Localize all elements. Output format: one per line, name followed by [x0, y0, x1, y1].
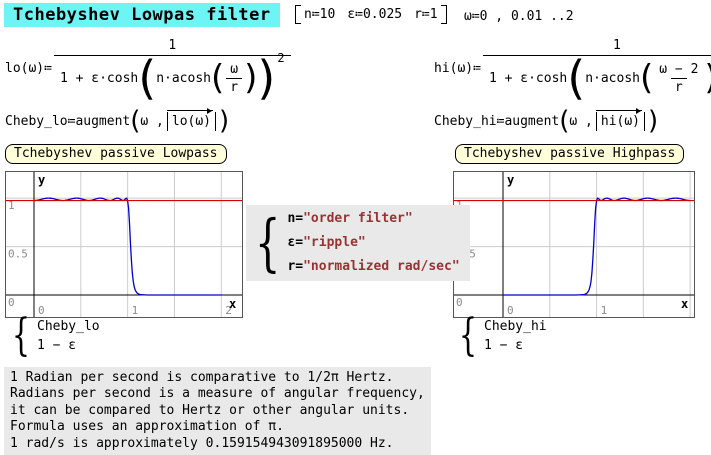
hi-lhs: hi(ω)≔	[434, 60, 481, 76]
open-paren: (	[559, 106, 570, 136]
trace-label-cheby-lo: Cheby_lo	[37, 318, 100, 334]
svg-text:2: 2	[694, 304, 695, 317]
trace-label-one-minus-eps: 1 − ε	[37, 337, 77, 353]
legend-var-r: r	[287, 259, 296, 274]
svg-text:1: 1	[132, 304, 139, 317]
open-paren: (	[130, 106, 141, 136]
cheby-hi-vec-arg: hi(ω)	[600, 113, 641, 129]
lowpass-formula[interactable]: lo(ω)≔ 1 1 + ε·cosh ( n·acosh ( ω r ) ) …	[5, 38, 293, 105]
close-paren: )	[244, 58, 258, 99]
cheby-lo-arg1: ω ,	[140, 113, 164, 129]
lo-den-prefix: 1 + ε·cosh	[59, 71, 139, 87]
svg-text:0: 0	[456, 296, 463, 309]
highpass-caption[interactable]: Tchebyshev passive Highpass	[455, 144, 685, 164]
svg-text:0: 0	[8, 296, 15, 309]
right-bracket	[440, 5, 447, 24]
lo-lhs: lo(ω)≔	[5, 60, 52, 76]
svg-text:0: 0	[38, 304, 45, 317]
svg-text:y: y	[507, 173, 514, 187]
hi-numerator: 1	[613, 38, 621, 53]
vectorize-arrow-icon	[595, 106, 643, 114]
svg-text:0: 0	[507, 304, 514, 317]
legend-value-n: "order filter"	[303, 211, 413, 226]
notes-text-block[interactable]: 1 Radian per second is comparative to 1/…	[4, 367, 431, 455]
highpass-formula[interactable]: hi(ω)≔ 1 1 + ε·cosh ( n·acosh ( ω − 2 r …	[434, 38, 711, 105]
left-bracket	[295, 5, 301, 24]
close-paren: )	[648, 106, 659, 136]
open-paren: (	[138, 51, 157, 105]
lowpass-plot[interactable]: 0 1 2 0 0.5 1 y x	[5, 171, 243, 318]
svg-text:x: x	[681, 297, 688, 311]
equals-sign: =	[295, 259, 304, 274]
hi-inner-prefix: n·acosh	[585, 71, 640, 87]
open-paren: (	[211, 58, 225, 99]
hi-frac-den: r	[670, 78, 687, 95]
equals-sign: =	[295, 235, 304, 250]
curly-brace: {	[11, 310, 31, 361]
legend-value-r: "normalized rad/sec"	[303, 259, 460, 274]
svg-text:x: x	[229, 297, 236, 311]
svg-text:2: 2	[225, 304, 232, 317]
cheby-lo-vec-arg: lo(ω)	[171, 113, 212, 129]
lo-frac-den: r	[226, 78, 243, 95]
equals-sign: =	[295, 211, 304, 226]
param-epsilon: ε≔0.025	[347, 7, 403, 22]
highpass-trace-labels[interactable]: { Cheby_hi 1 − ε	[454, 310, 547, 361]
lo-numerator: 1	[168, 38, 177, 53]
vectorized-expression: lo(ω)	[166, 107, 217, 131]
legend-var-epsilon: ε	[287, 235, 296, 250]
parameter-definitions[interactable]: n≔10 ε≔0.025 r≔1	[295, 5, 447, 24]
open-paren: (	[567, 51, 586, 105]
curly-brace: {	[254, 206, 281, 280]
close-paren: )	[704, 61, 711, 95]
legend-var-n: n	[287, 211, 296, 226]
hi-frac-num: ω − 2	[659, 62, 699, 78]
open-paren: (	[640, 58, 654, 99]
param-r: r≔1	[414, 7, 438, 22]
param-n: n≔10	[304, 7, 336, 22]
svg-text:1: 1	[601, 304, 608, 317]
lowpass-caption[interactable]: Tchebyshev passive Lowpass	[5, 144, 227, 164]
cheby-hi-lhs: Cheby_hi≔augment	[434, 113, 560, 129]
note-line: Radians per second is a measure of angul…	[10, 386, 425, 402]
vectorized-expression: hi(ω)	[595, 107, 646, 131]
svg-text:0.5: 0.5	[8, 248, 28, 261]
note-line: 1 Radian per second is comparative to 1/…	[10, 370, 394, 385]
trace-label-one-minus-eps: 1 − ε	[484, 337, 524, 353]
cheby-hi-arg1: ω ,	[569, 113, 593, 129]
lowpass-trace-labels[interactable]: { Cheby_lo 1 − ε	[7, 310, 100, 361]
legend-value-epsilon: "ripple"	[303, 235, 366, 250]
lo-frac-num: ω	[230, 62, 239, 78]
cheby-lo-definition[interactable]: Cheby_lo≔augment ( ω , lo(ω) )	[5, 106, 230, 136]
close-paren: )	[257, 51, 276, 105]
note-line: Formula uses an approximation of π.	[10, 419, 284, 435]
trace-label-cheby-hi: Cheby_hi	[484, 318, 547, 334]
cheby-hi-definition[interactable]: Cheby_hi≔augment ( ω , hi(ω) )	[434, 106, 659, 136]
lo-exponent: 2	[277, 51, 285, 65]
svg-text:y: y	[38, 173, 45, 187]
svg-text:1: 1	[8, 199, 15, 212]
lo-inner-prefix: n·acosh	[156, 71, 211, 87]
note-line: it can be compared to Hertz or other ang…	[10, 402, 410, 418]
curly-brace: {	[458, 310, 478, 361]
note-line: 1 rad/s is approximately 0.1591549430918…	[10, 435, 394, 451]
variable-legend[interactable]: { n="order filter" ε="ripple" r="normali…	[246, 205, 470, 281]
close-paren: )	[219, 106, 230, 136]
cheby-lo-lhs: Cheby_lo≔augment	[5, 113, 131, 129]
hi-den-prefix: 1 + ε·cosh	[488, 71, 568, 87]
worksheet-title[interactable]: Tchebyshev Lowpas filter	[4, 3, 280, 27]
vectorize-arrow-icon	[166, 106, 214, 114]
omega-range-definition[interactable]: ω≔0 , 0.01 ..2	[464, 9, 574, 24]
